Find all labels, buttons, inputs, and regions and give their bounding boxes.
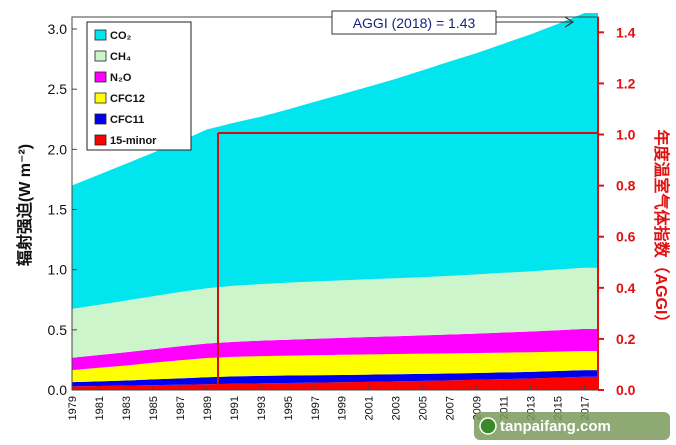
legend-swatch — [94, 50, 107, 62]
annotation-text: AGGI (2018) = 1.43 — [353, 15, 476, 31]
area-series-0 — [72, 376, 598, 390]
legend-swatch — [94, 134, 107, 146]
right-tick-label: 1.2 — [616, 75, 636, 91]
left-tick-label: 1.0 — [48, 262, 68, 278]
x-tick-label: 2001 — [364, 396, 376, 420]
watermark: tanpaifang.com — [474, 412, 670, 440]
x-axis-ticks: 1979 1981 1983 1985 1987 1989 1991 1993 1995 1997… — [67, 386, 592, 420]
x-tick-label: 1997 — [310, 396, 322, 420]
watermark-text: tanpaifang.com — [500, 418, 611, 435]
x-tick-label: 1999 — [337, 396, 349, 420]
legend-swatch — [94, 71, 107, 83]
x-tick-label: 1995 — [283, 396, 295, 420]
area-series-4 — [72, 267, 598, 358]
stacked-areas — [72, 13, 598, 390]
legend-swatch — [94, 29, 107, 41]
legend-label: CFC11 — [110, 114, 144, 126]
right-tick-label: 0.0 — [616, 382, 636, 398]
area-series-5 — [72, 13, 598, 309]
left-axis-title: 辐射强迫(W m⁻²) — [15, 144, 34, 266]
x-tick-label: 2003 — [391, 396, 403, 420]
legend-swatch — [94, 113, 107, 125]
legend-box — [86, 21, 192, 151]
legend-label: CO₂ — [110, 30, 132, 42]
area-series-3 — [72, 328, 598, 371]
right-tick-label: 0.8 — [616, 178, 636, 194]
x-tick-label: 2005 — [418, 396, 430, 420]
right-axis-ticks: 0.0 0.2 0.4 0.6 0.8 1.0 1.2 1.4 — [598, 24, 636, 398]
x-tick-label: 1981 — [94, 396, 106, 420]
x-tick-label: 1989 — [202, 396, 214, 420]
x-tick-label: 1979 — [67, 396, 79, 420]
watermark-bg — [474, 412, 670, 440]
annotation-arrowhead — [564, 16, 575, 28]
right-axis-title: 年度温室气体指数（AGGI） — [652, 130, 671, 331]
legend-label: CH₄ — [110, 51, 131, 63]
left-tick-label: 2.5 — [48, 81, 68, 97]
right-tick-label: 1.4 — [616, 24, 636, 40]
right-tick-label: 1.0 — [616, 127, 636, 143]
right-tick-label: 0.6 — [616, 229, 636, 245]
x-tick-label: 1993 — [256, 396, 268, 420]
left-tick-label: 1.5 — [48, 202, 68, 218]
watermark-logo-icon — [479, 417, 497, 435]
left-axis-ticks: 0.0 0.5 1.0 1.5 2.0 2.5 3.0 — [48, 21, 77, 398]
legend-label: N₂O — [110, 72, 132, 84]
legend-swatch — [94, 92, 107, 104]
x-tick-label: 1991 — [229, 396, 241, 420]
x-tick-label: 1985 — [148, 396, 160, 420]
left-tick-label: 0.0 — [48, 382, 68, 398]
legend-label: CFC12 — [110, 93, 145, 105]
area-series-2 — [72, 351, 598, 383]
area-series-1 — [72, 370, 598, 387]
left-tick-label: 2.0 — [48, 141, 68, 157]
x-tick-label: 1983 — [121, 396, 133, 420]
aggi-annotation: AGGI (2018) = 1.43 — [331, 10, 575, 35]
right-tick-label: 0.2 — [616, 331, 636, 347]
left-tick-label: 0.5 — [48, 322, 68, 338]
legend: CO₂ CH₄ N₂O CFC12 CFC11 15-minor — [86, 21, 192, 151]
x-tick-label: 2007 — [445, 396, 457, 420]
x-tick-label: 1987 — [175, 396, 187, 420]
left-tick-label: 3.0 — [48, 21, 68, 37]
legend-label: 15-minor — [110, 135, 157, 147]
right-tick-label: 0.4 — [616, 280, 636, 296]
